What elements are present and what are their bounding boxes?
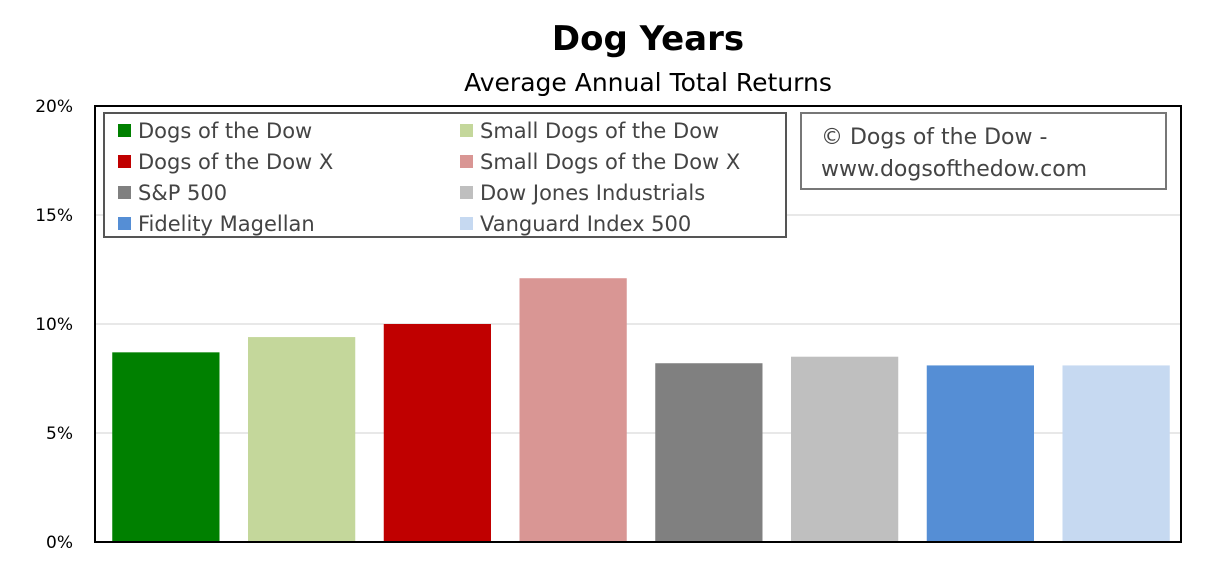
legend-entry: Small Dogs of the Dow X xyxy=(480,150,740,174)
note-line: © Dogs of the Dow - xyxy=(821,125,1047,150)
legend: Dogs of the Dow Small Dogs of the Dow Dogs… xyxy=(103,112,787,238)
bar xyxy=(791,356,899,542)
bar xyxy=(655,363,763,542)
legend-entry: Dow Jones Industrials xyxy=(480,181,705,205)
bars xyxy=(112,278,1170,542)
legend-swatch xyxy=(460,155,473,168)
legend-entry: Dogs of the Dow X xyxy=(138,150,333,174)
y-tick-label: 10% xyxy=(35,315,73,335)
y-tick-label: 0% xyxy=(46,533,73,553)
y-tick-label: 15% xyxy=(35,206,73,226)
chart-subtitle: Average Annual Total Returns xyxy=(464,68,832,97)
y-axis-ticks: 0% 5% 10% 15% 20% xyxy=(35,97,73,553)
legend-entry: Vanguard Index 500 xyxy=(480,212,691,236)
plot-area-border xyxy=(94,105,1182,543)
legend-box xyxy=(103,112,787,238)
y-tick-label: 20% xyxy=(35,97,73,117)
legend-entry: Dogs of the Dow xyxy=(138,119,312,143)
copyright-note: © Dogs of the Dow - www.dogsofthedow.com xyxy=(800,112,1167,190)
bar xyxy=(1062,365,1170,542)
bar xyxy=(519,278,627,542)
bar xyxy=(112,352,220,542)
bar xyxy=(926,365,1034,542)
bar xyxy=(383,324,491,542)
legend-entry: S&P 500 xyxy=(138,181,227,205)
legend-swatch xyxy=(118,124,131,137)
note-line: www.dogsofthedow.com xyxy=(821,157,1087,182)
legend-swatch xyxy=(460,186,473,199)
legend-swatch xyxy=(460,217,473,230)
legend-entry: Small Dogs of the Dow xyxy=(480,119,719,143)
legend-swatch xyxy=(460,124,473,137)
y-tick-label: 5% xyxy=(46,424,73,444)
note-box xyxy=(800,112,1167,190)
chart-title: Dog Years xyxy=(552,19,744,59)
bar xyxy=(248,337,356,542)
legend-entry: Fidelity Magellan xyxy=(138,212,315,236)
legend-swatch xyxy=(118,155,131,168)
legend-swatch xyxy=(118,186,131,199)
legend-swatch xyxy=(118,217,131,230)
